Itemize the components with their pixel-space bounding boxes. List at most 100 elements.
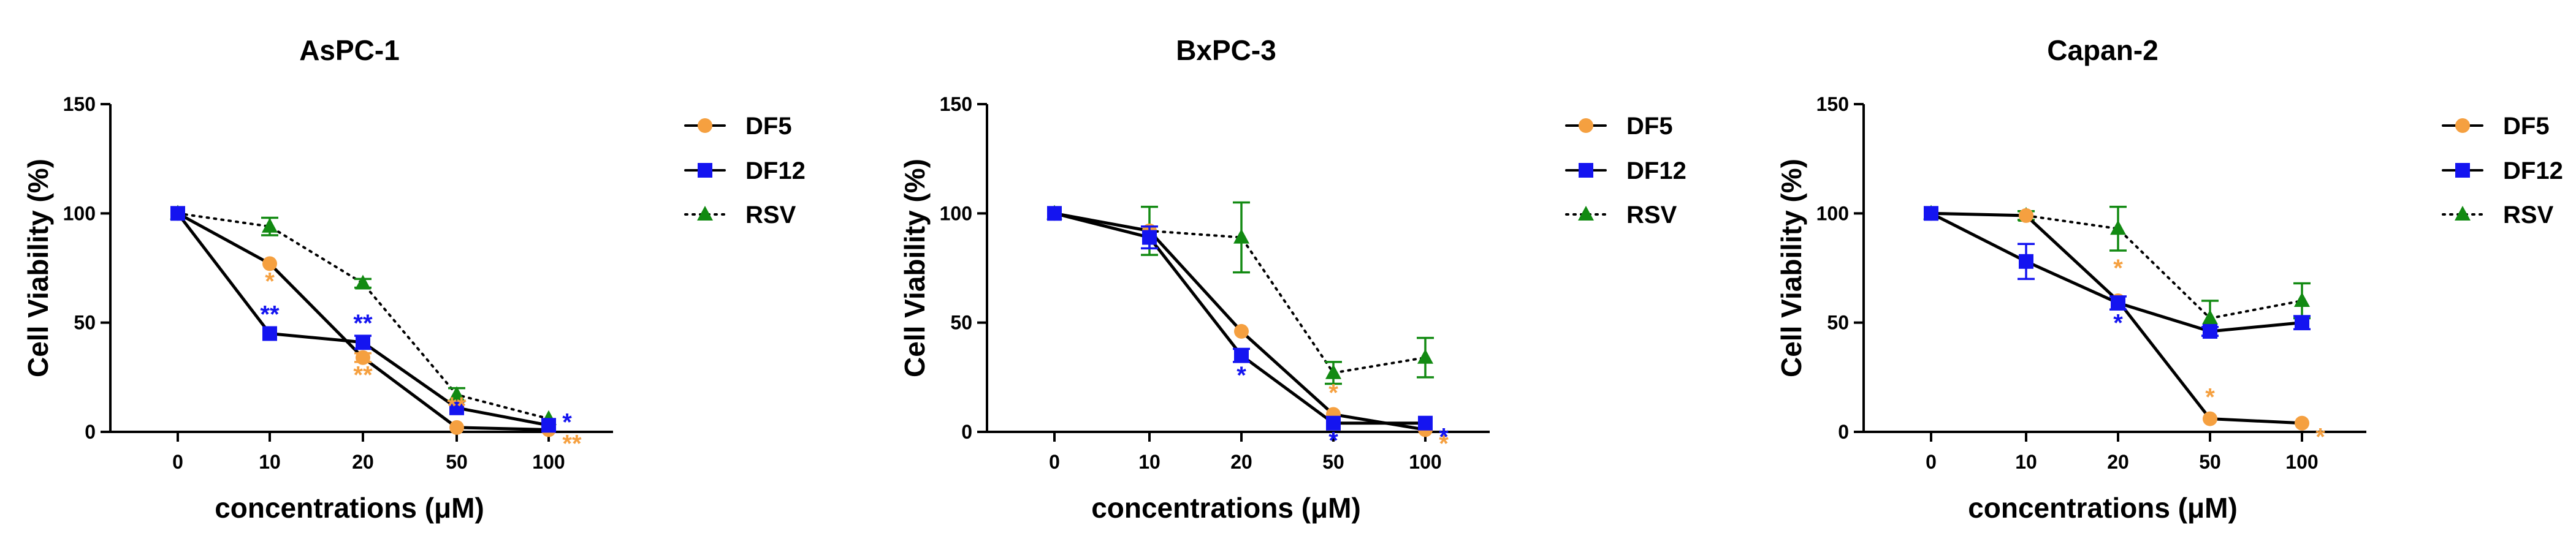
data-point-df12 [356, 334, 370, 350]
y-tick-label: 100 [63, 202, 96, 224]
x-axis-title: concentrations (μM) [1091, 492, 1361, 524]
data-point-df12 [541, 418, 556, 433]
legend-label-rsv: RSV [1626, 202, 1677, 228]
significance-marker: * [2113, 310, 2123, 337]
x-tick-label: 50 [2199, 451, 2221, 473]
significance-marker: ** [260, 301, 280, 328]
chart-panel-3: Capan-2 0 50 100 150 0 10 20 50 100 concentrations… [1775, 34, 2563, 524]
data-point-rsv [2202, 309, 2218, 325]
data-point-df5 [2019, 208, 2033, 223]
y-axis-title: Cell Viability (%) [1775, 159, 1807, 377]
legend-label-df12: DF12 [1626, 157, 1686, 184]
significance-marker: * [1328, 428, 1338, 455]
legend-label-rsv: RSV [745, 202, 796, 228]
data-point-df12 [170, 206, 185, 221]
series-line-df5 [1053, 211, 1427, 431]
data-point-df12 [2019, 254, 2033, 269]
x-tick-label: 20 [1230, 451, 1252, 473]
significance-marker: ** [562, 430, 582, 457]
data-point-rsv [355, 274, 371, 290]
x-tick-label: 20 [2107, 451, 2129, 473]
legend-label-df12: DF12 [745, 157, 806, 184]
legend-marker [2455, 206, 2471, 221]
data-point-rsv [2294, 292, 2310, 307]
chart-title: BxPC-3 [1176, 34, 1276, 66]
chart-title: Capan-2 [2047, 34, 2158, 66]
y-tick-label: 150 [63, 93, 96, 115]
data-point-df12 [1326, 415, 1341, 431]
legend-label-df5: DF5 [2503, 113, 2550, 140]
data-point-df12 [1234, 348, 1249, 363]
data-point-df12 [2111, 295, 2125, 311]
data-point-df12 [449, 400, 464, 415]
data-point-df12 [2203, 323, 2217, 339]
y-tick-label: 50 [1827, 312, 1849, 334]
y-tick-label: 100 [1816, 202, 1849, 224]
data-point-df5 [2295, 415, 2309, 431]
legend-marker [2455, 118, 2470, 133]
x-axis-title: concentrations (μM) [215, 492, 484, 524]
y-tick-label: 0 [961, 421, 972, 443]
series-line-rsv [1930, 212, 2303, 320]
data-point-df12 [1418, 415, 1433, 431]
chart-panel-1: AsPC-1 0 50 100 150 0 10 20 50 100 concentrations … [22, 34, 806, 524]
significance-marker: * [265, 268, 275, 295]
data-point-df5 [356, 350, 370, 365]
x-tick-label: 20 [352, 451, 374, 473]
significance-marker: ** [353, 310, 373, 337]
y-tick-label: 50 [74, 312, 96, 334]
data-point-df12 [1924, 206, 1938, 221]
data-point-rsv [2110, 220, 2126, 235]
data-point-df12 [262, 326, 277, 341]
significance-marker: * [1439, 424, 1449, 451]
x-tick-label: 0 [1926, 451, 1937, 473]
y-tick-label: 0 [85, 421, 96, 443]
x-tick-label: 0 [1049, 451, 1060, 473]
legend-marker [698, 118, 712, 133]
significance-marker: ** [447, 393, 467, 420]
chart-panel-2: BxPC-3 0 50 100 150 0 10 20 50 100 concentrations … [899, 34, 1686, 524]
significance-marker: * [1237, 362, 1246, 389]
significance-marker: * [2205, 384, 2215, 411]
x-tick-label: 10 [1138, 451, 1160, 473]
data-point-df5 [2203, 411, 2217, 426]
x-tick-label: 100 [532, 451, 565, 473]
y-tick-label: 0 [1838, 421, 1849, 443]
x-tick-label: 100 [2285, 451, 2318, 473]
data-point-rsv [449, 386, 465, 401]
significance-marker: * [562, 409, 572, 436]
y-tick-label: 150 [1816, 93, 1849, 115]
data-point-df12 [1047, 206, 1062, 221]
y-tick-label: 150 [940, 93, 972, 115]
y-axis-title: Cell Viability (%) [22, 159, 54, 377]
x-tick-label: 50 [446, 451, 468, 473]
x-tick-label: 10 [259, 451, 281, 473]
legend-marker [1579, 118, 1593, 133]
series-line-df12 [1053, 211, 1427, 425]
significance-marker: ** [353, 362, 373, 389]
x-axis-title: concentrations (μM) [1968, 492, 2238, 524]
significance-marker: * [2315, 424, 2325, 451]
data-point-df5 [1234, 323, 1249, 339]
series-line-rsv [1053, 212, 1427, 374]
data-point-df12 [2295, 315, 2309, 330]
y-tick-label: 100 [940, 202, 972, 224]
significance-marker: * [1328, 379, 1338, 406]
legend-marker [2455, 163, 2470, 178]
legend-marker [1579, 163, 1593, 178]
data-point-df5 [449, 420, 464, 435]
chart-title: AsPC-1 [299, 34, 400, 66]
legend-marker [1578, 206, 1594, 221]
y-tick-label: 50 [950, 312, 972, 334]
data-point-rsv [1325, 364, 1341, 379]
legend-marker [698, 163, 712, 178]
x-tick-label: 50 [1322, 451, 1344, 473]
legend-label-df5: DF5 [1626, 113, 1673, 140]
y-axis-title: Cell Viability (%) [899, 159, 931, 377]
legend-label-df12: DF12 [2503, 157, 2563, 184]
x-tick-label: 0 [172, 451, 183, 473]
legend-label-df5: DF5 [745, 113, 792, 140]
significance-marker: * [2113, 255, 2123, 282]
significance-marker: * [1439, 430, 1449, 457]
